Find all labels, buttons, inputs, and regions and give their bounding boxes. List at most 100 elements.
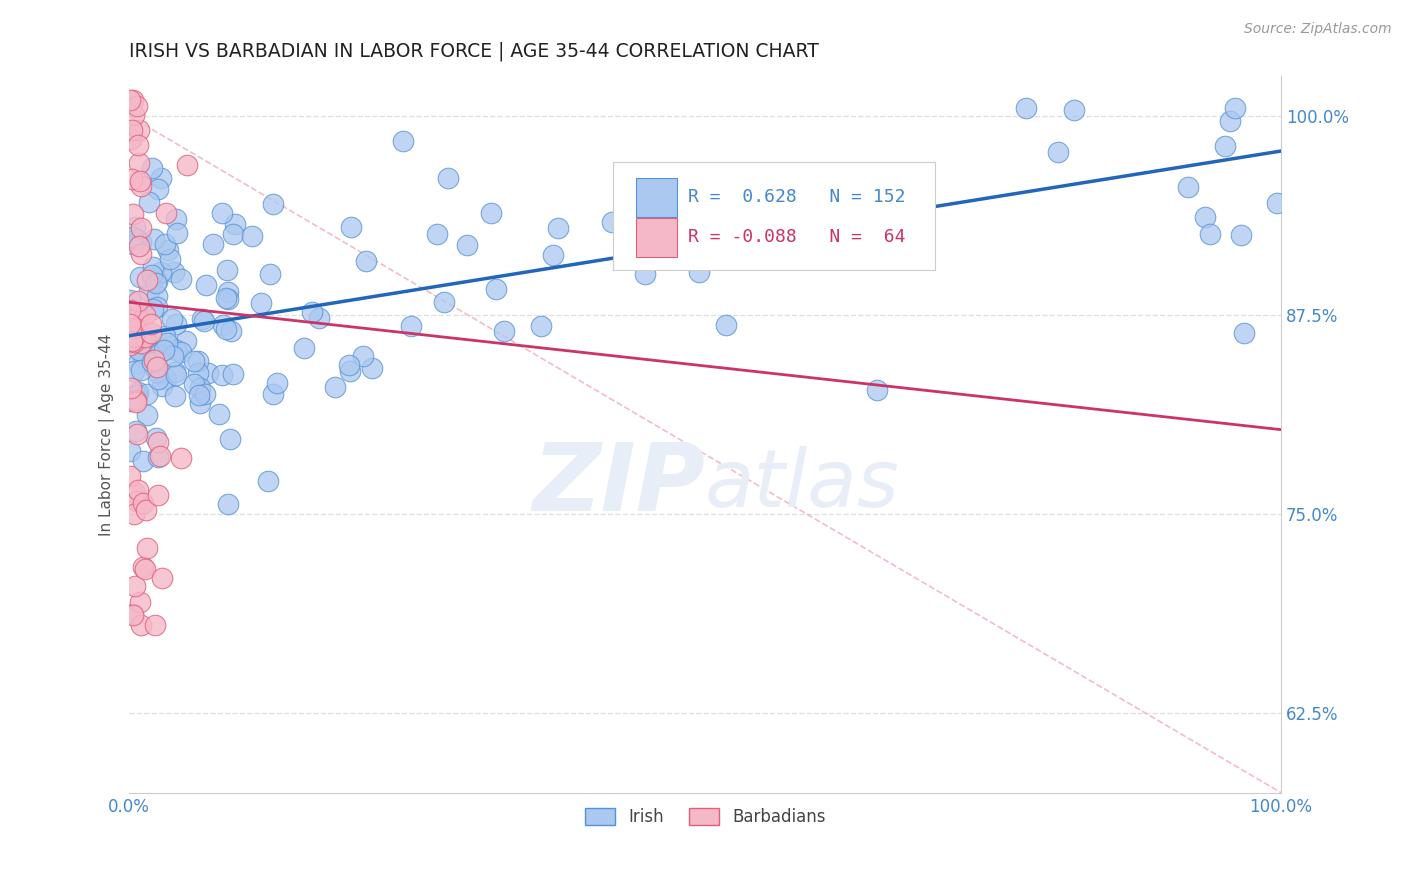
Point <box>162 349 184 363</box>
Point <box>148 450 170 464</box>
Point <box>129 336 152 351</box>
Point <box>132 560 155 574</box>
Point <box>125 310 148 325</box>
Point <box>1194 210 1216 224</box>
Point <box>905 182 928 196</box>
Point <box>155 329 177 343</box>
Point <box>547 220 569 235</box>
Point <box>146 488 169 502</box>
Point <box>120 293 142 307</box>
Point <box>433 295 456 310</box>
Point <box>120 132 142 146</box>
Point <box>211 206 233 220</box>
Point <box>121 236 143 251</box>
Point <box>672 245 695 260</box>
Point <box>129 247 152 261</box>
Point <box>125 426 148 441</box>
Point <box>437 171 460 186</box>
Point <box>129 179 152 194</box>
Point <box>124 579 146 593</box>
Point <box>634 267 657 281</box>
Point <box>165 343 187 357</box>
Point <box>131 350 153 364</box>
Point <box>149 449 172 463</box>
Point <box>136 541 159 555</box>
FancyBboxPatch shape <box>636 178 678 217</box>
Point <box>149 366 172 380</box>
Point <box>211 368 233 382</box>
Point <box>142 352 165 367</box>
Point <box>191 311 214 326</box>
Point <box>188 388 211 402</box>
Point <box>212 318 235 332</box>
Point <box>193 314 215 328</box>
Point <box>530 319 553 334</box>
Point <box>323 380 346 394</box>
Point <box>156 243 179 257</box>
Point <box>150 378 173 392</box>
Point <box>897 205 920 219</box>
Point <box>122 607 145 622</box>
Point <box>122 207 145 221</box>
Point <box>485 282 508 296</box>
Point <box>155 205 177 219</box>
Point <box>146 274 169 288</box>
Point <box>1219 113 1241 128</box>
Point <box>1015 101 1038 115</box>
Point <box>127 483 149 498</box>
Point <box>129 174 152 188</box>
Point <box>128 332 150 346</box>
Point <box>688 265 710 279</box>
Point <box>217 292 239 306</box>
Point <box>138 285 160 299</box>
Point <box>176 158 198 172</box>
Point <box>165 368 187 383</box>
Point <box>224 218 246 232</box>
Point <box>122 334 145 348</box>
Point <box>127 388 149 402</box>
Text: atlas: atlas <box>704 446 900 524</box>
Point <box>149 170 172 185</box>
Point <box>165 365 187 379</box>
Point <box>217 497 239 511</box>
Point <box>122 608 145 623</box>
Point <box>188 381 211 395</box>
Point <box>129 363 152 377</box>
Point <box>714 318 737 332</box>
Point <box>125 395 148 409</box>
Point <box>207 407 229 421</box>
Point <box>128 239 150 253</box>
Text: IRISH VS BARBADIAN IN LABOR FORCE | AGE 35-44 CORRELATION CHART: IRISH VS BARBADIAN IN LABOR FORCE | AGE … <box>129 42 820 62</box>
Point <box>155 237 177 252</box>
Point <box>240 229 263 244</box>
Point <box>139 317 162 331</box>
Point <box>1199 227 1222 241</box>
Point <box>145 276 167 290</box>
Point <box>202 236 225 251</box>
Point <box>125 393 148 408</box>
Point <box>136 408 159 422</box>
Text: R = -0.088   N =  64: R = -0.088 N = 64 <box>688 228 905 246</box>
Point <box>127 137 149 152</box>
Point <box>129 235 152 249</box>
Point <box>866 383 889 397</box>
Point <box>128 595 150 609</box>
Point <box>129 220 152 235</box>
Point <box>125 494 148 508</box>
Point <box>218 432 240 446</box>
Point <box>166 226 188 240</box>
Point <box>262 387 284 401</box>
Point <box>1233 326 1256 341</box>
Point <box>124 232 146 246</box>
Point <box>170 272 193 286</box>
Point <box>127 356 149 370</box>
Point <box>354 254 377 268</box>
Point <box>215 321 238 335</box>
Point <box>1225 101 1247 115</box>
Point <box>145 300 167 314</box>
Point <box>122 335 145 350</box>
Point <box>352 349 374 363</box>
Point <box>131 327 153 342</box>
Point <box>118 469 141 483</box>
Point <box>187 354 209 368</box>
